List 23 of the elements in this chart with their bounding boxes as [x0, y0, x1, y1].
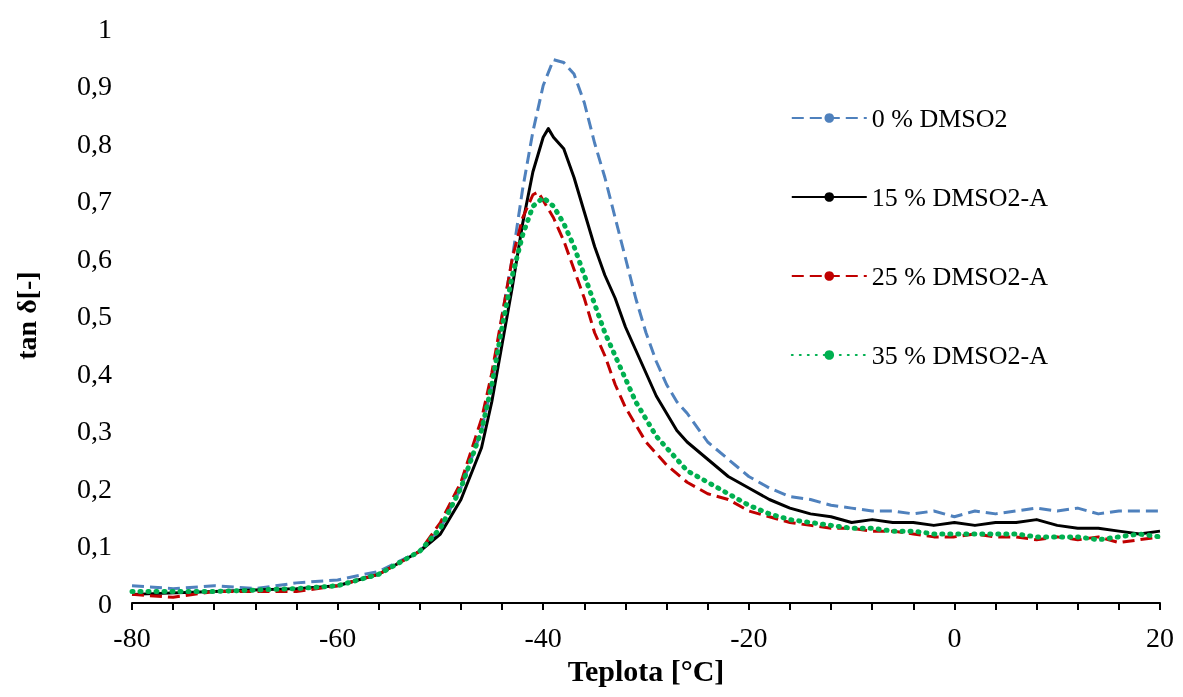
x-tick-label: -40	[524, 621, 562, 653]
y-tick-label: 0,5	[77, 300, 112, 331]
y-tick-label: 0,4	[77, 357, 112, 389]
x-tick-label: 0	[947, 621, 962, 653]
y-tick-label: 0,2	[77, 472, 112, 504]
y-axis-title: tan δ[-]	[10, 271, 42, 360]
y-tick-label: 0,1	[77, 530, 112, 561]
x-axis-title: Teplota [°C]	[567, 654, 725, 688]
y-tick-label: 0,3	[77, 415, 112, 446]
y-tick-label: 1	[98, 12, 112, 44]
x-tick-label: -80	[113, 621, 151, 653]
x-tick-label: -20	[730, 621, 768, 653]
legend-label: 25 % DMSO2-A	[871, 261, 1049, 291]
y-tick-label: 0,7	[77, 185, 112, 216]
y-tick-label: 0,8	[77, 127, 112, 159]
x-tick-label: -60	[318, 621, 357, 653]
legend-label: 0 % DMSO2	[871, 103, 1008, 133]
y-tick-label: 0	[98, 587, 112, 619]
legend-label: 15 % DMSO2-A	[871, 182, 1049, 212]
y-tick-label: 0,6	[77, 242, 112, 274]
x-tick-label: 20	[1146, 621, 1174, 653]
y-tick-label: 0,9	[77, 70, 112, 101]
legend-label: 35 % DMSO2-A	[871, 340, 1049, 370]
